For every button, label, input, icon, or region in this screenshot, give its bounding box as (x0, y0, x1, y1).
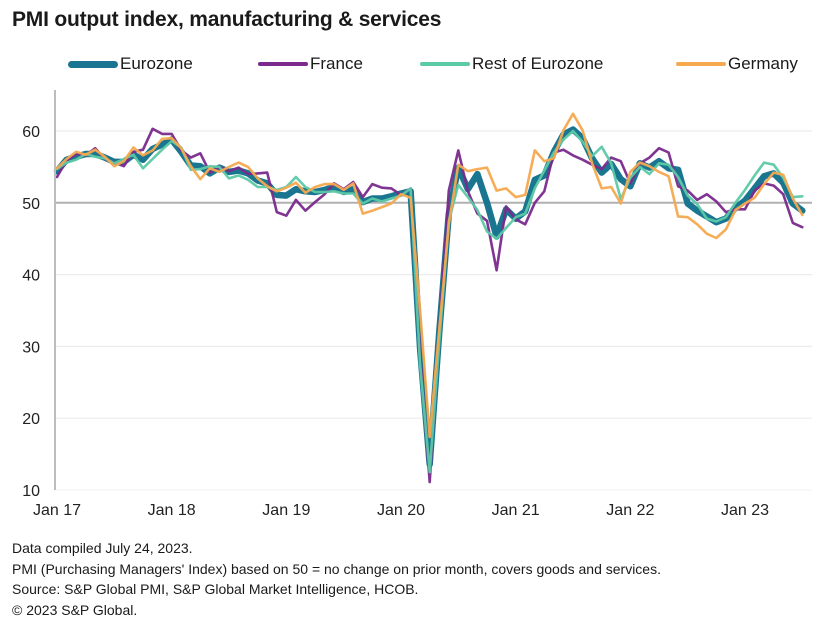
y-tick-label: 40 (22, 268, 40, 285)
legend-label-eurozone: Eurozone (120, 54, 193, 73)
x-axis-ticks: Jan 17 Jan 18 Jan 19 Jan 20 Jan 21 Jan 22 Jan … (33, 502, 769, 519)
x-tick-label: Jan 22 (606, 502, 654, 519)
series-line-eurozone (53, 126, 806, 468)
legend-item-germany: Germany (676, 54, 798, 74)
legend-item-france: France (258, 54, 363, 74)
y-tick-label: 20 (22, 411, 40, 428)
series-line-germany (55, 112, 804, 439)
footer-pmi-definition: PMI (Purchasing Managers' Index) based o… (12, 560, 661, 577)
x-tick-label: Jan 19 (262, 502, 310, 519)
x-tick-label: Jan 23 (721, 502, 769, 519)
legend-label-rest-of-eurozone: Rest of Eurozone (472, 54, 604, 73)
legend-label-germany: Germany (728, 54, 798, 73)
series-lines (53, 112, 806, 484)
footer-copyright: © 2023 S&P Global. (12, 601, 138, 618)
legend-swatch-germany (676, 62, 726, 66)
chart-title: PMI output index, manufacturing & servic… (12, 8, 442, 31)
x-tick-label: Jan 18 (148, 502, 196, 519)
grid (55, 130, 812, 491)
y-axis-ticks: 10 20 30 40 50 60 (22, 124, 40, 500)
legend-swatch-eurozone (68, 60, 118, 68)
legend-swatch-france (258, 62, 308, 66)
footer-source: Source: S&P Global PMI, S&P Global Marke… (12, 581, 419, 597)
legend-item-rest-of-eurozone: Rest of Eurozone (420, 54, 603, 74)
legend-label-france: France (310, 54, 363, 73)
y-tick-label: 50 (22, 196, 40, 213)
chart-footer: Data compiled July 24, 2023. PMI (Purcha… (12, 538, 661, 620)
x-tick-label: Jan 20 (377, 502, 425, 519)
y-tick-label: 30 (22, 339, 40, 356)
y-tick-label: 10 (22, 483, 40, 500)
y-tick-label: 60 (22, 124, 40, 141)
legend-swatch-rest-of-eurozone (420, 62, 470, 66)
chart-legend: Eurozone France Rest of Eurozone Germany (0, 54, 820, 78)
x-tick-label: Jan 21 (492, 502, 540, 519)
legend-item-eurozone: Eurozone (68, 54, 193, 74)
footer-compiled-date: Data compiled July 24, 2023. (12, 540, 193, 556)
x-tick-label: Jan 17 (33, 502, 81, 519)
